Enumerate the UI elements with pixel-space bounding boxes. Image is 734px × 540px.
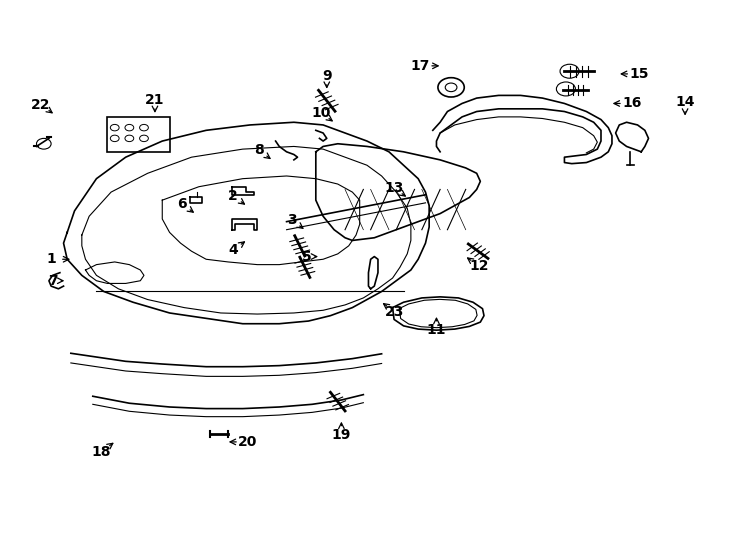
Text: 12: 12	[469, 259, 489, 273]
Text: 17: 17	[411, 59, 430, 73]
Text: 1: 1	[46, 252, 56, 266]
Text: 16: 16	[622, 97, 642, 111]
Text: 7: 7	[48, 274, 57, 288]
Text: 14: 14	[675, 96, 695, 110]
Text: 9: 9	[322, 69, 332, 83]
Text: 18: 18	[92, 444, 112, 458]
Text: 13: 13	[385, 181, 404, 195]
Text: 8: 8	[254, 143, 264, 157]
Text: 22: 22	[31, 98, 51, 112]
Text: 10: 10	[311, 106, 330, 119]
Text: 19: 19	[332, 428, 351, 442]
Text: 4: 4	[228, 243, 238, 257]
Text: 3: 3	[287, 213, 297, 227]
Text: 2: 2	[228, 189, 238, 203]
Text: 5: 5	[302, 249, 311, 264]
Text: 23: 23	[385, 305, 404, 319]
Text: 15: 15	[629, 67, 649, 81]
Text: 6: 6	[177, 197, 187, 211]
Text: 21: 21	[145, 93, 164, 107]
Text: 11: 11	[426, 323, 446, 337]
Text: 20: 20	[238, 435, 258, 449]
FancyBboxPatch shape	[107, 117, 170, 152]
